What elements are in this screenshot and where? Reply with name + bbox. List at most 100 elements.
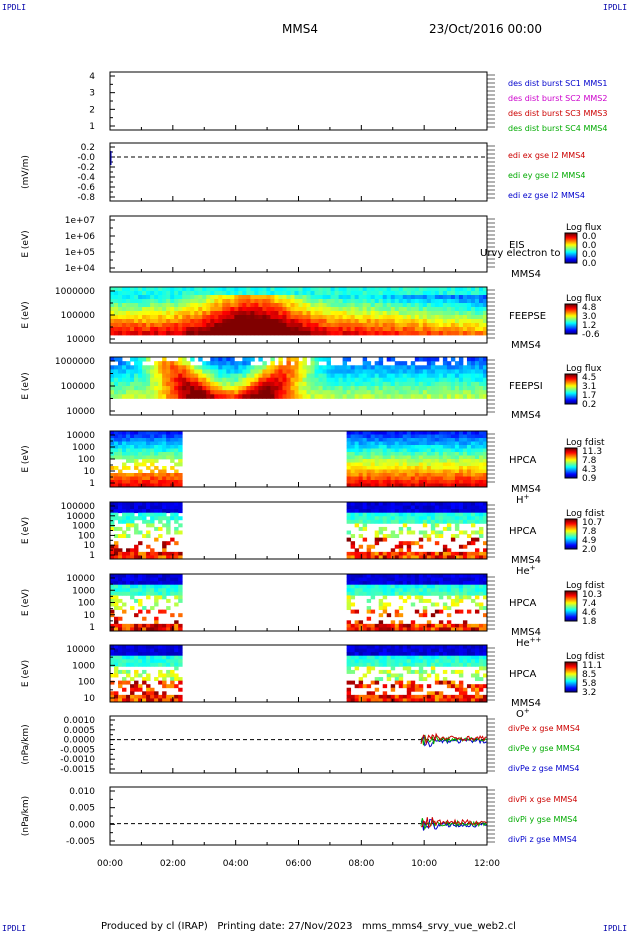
heatmap-cell xyxy=(134,369,139,374)
heatmap-cell xyxy=(210,361,215,366)
heatmap-cell xyxy=(202,311,207,316)
heatmap-cell xyxy=(326,295,331,300)
heatmap-cell xyxy=(114,303,119,308)
heatmap-cell xyxy=(346,438,352,442)
heatmap-cell xyxy=(174,502,179,506)
heatmap-cell xyxy=(142,386,147,391)
heatmap-cell xyxy=(406,652,412,657)
heatmap-cell xyxy=(122,652,127,657)
heatmap-cell xyxy=(190,386,195,391)
heatmap-cell xyxy=(454,598,460,603)
heatmap-cell xyxy=(130,480,135,484)
heatmap-cell xyxy=(130,386,135,391)
heatmap-cell xyxy=(226,307,231,312)
heatmap-cell xyxy=(194,311,199,316)
heatmap-cell xyxy=(374,441,380,446)
heatmap-cell xyxy=(170,473,175,477)
heatmap-cell xyxy=(114,434,119,439)
heatmap-cell xyxy=(230,373,235,379)
heatmap-cell xyxy=(134,502,139,506)
heatmap-cell xyxy=(378,462,384,467)
heatmap-cell xyxy=(446,473,452,477)
heatmap-cell xyxy=(398,623,404,628)
heatmap-cell xyxy=(242,331,247,336)
colorbar-tick-label: -0.6 xyxy=(582,330,600,340)
heatmap-cell xyxy=(298,303,303,308)
heatmap-cell xyxy=(438,295,444,300)
heatmap-cell xyxy=(146,455,151,460)
heatmap-cell xyxy=(370,623,376,628)
heatmap-cell xyxy=(450,602,456,607)
heatmap-cell xyxy=(478,509,484,514)
heatmap-cell xyxy=(474,551,480,556)
overlay-text: Urvy electron to xyxy=(480,248,561,259)
heatmap-cell xyxy=(242,369,247,374)
heatmap-cell xyxy=(158,591,163,596)
heatmap-cell xyxy=(470,323,476,328)
heatmap-cell xyxy=(458,315,464,320)
heatmap-cell xyxy=(118,431,123,435)
heatmap-cell xyxy=(142,295,147,300)
heatmap-cell xyxy=(118,662,123,667)
heatmap-cell xyxy=(174,509,179,514)
heatmap-cell xyxy=(154,381,159,387)
heatmap-cell xyxy=(394,480,400,484)
heatmap-cell xyxy=(366,473,372,477)
heatmap-cell xyxy=(382,555,388,560)
heatmap-cell xyxy=(146,445,151,449)
heatmap-cell xyxy=(178,652,183,657)
heatmap-cell xyxy=(174,303,179,308)
heatmap-cell xyxy=(466,307,472,312)
heatmap-cell xyxy=(162,311,167,316)
heatmap-cell xyxy=(454,331,460,336)
heatmap-cell xyxy=(458,455,464,460)
heatmap-cell xyxy=(478,448,484,453)
heatmap-cell xyxy=(318,377,323,383)
heatmap-cell xyxy=(358,291,364,296)
heatmap-cell xyxy=(410,434,416,439)
heatmap-cell xyxy=(430,627,436,632)
heatmap-cell xyxy=(186,390,191,395)
heatmap-cell xyxy=(462,505,468,510)
heatmap-cell xyxy=(346,551,352,556)
heatmap-cell xyxy=(402,291,408,296)
colorbar-cell xyxy=(565,401,577,403)
heatmap-cell xyxy=(134,584,139,589)
heatmap-cell xyxy=(458,469,464,474)
heatmap-cell xyxy=(402,476,408,481)
colorbar-cell xyxy=(565,466,577,468)
heatmap-cell xyxy=(266,386,271,391)
heatmap-cell xyxy=(394,483,400,488)
heatmap-cell xyxy=(246,299,251,304)
heatmap-cell xyxy=(130,652,135,657)
heatmap-cell xyxy=(186,307,191,312)
heatmap-cell xyxy=(114,526,119,531)
colorbar-cell xyxy=(565,326,577,328)
heatmap-cell xyxy=(170,307,175,312)
heatmap-cell xyxy=(166,591,171,596)
heatmap-cell xyxy=(458,295,464,300)
heatmap-cell xyxy=(402,462,408,467)
heatmap-cell xyxy=(142,627,147,632)
heatmap-cell xyxy=(434,530,440,535)
heatmap-cell xyxy=(386,357,392,362)
heatmap-cell xyxy=(462,620,468,625)
heatmap-cell xyxy=(482,502,488,506)
heatmap-cell xyxy=(442,361,448,366)
heatmap-cell xyxy=(430,331,436,336)
colorbar-cell xyxy=(565,610,577,612)
heatmap-cell xyxy=(422,386,428,391)
heatmap-cell xyxy=(278,319,283,324)
colorbar-cell xyxy=(565,520,577,522)
datetime-title: 23/Oct/2016 00:00 xyxy=(429,22,543,36)
heatmap-cell xyxy=(406,519,412,524)
heatmap-cell xyxy=(182,311,187,316)
heatmap-cell xyxy=(374,327,380,332)
heatmap-cell xyxy=(142,319,147,324)
colorbar-cell xyxy=(565,390,577,392)
heatmap-cell xyxy=(278,331,283,336)
heatmap-cell xyxy=(174,666,179,671)
heatmap-cell xyxy=(346,659,352,664)
heatmap-cell xyxy=(266,369,271,374)
